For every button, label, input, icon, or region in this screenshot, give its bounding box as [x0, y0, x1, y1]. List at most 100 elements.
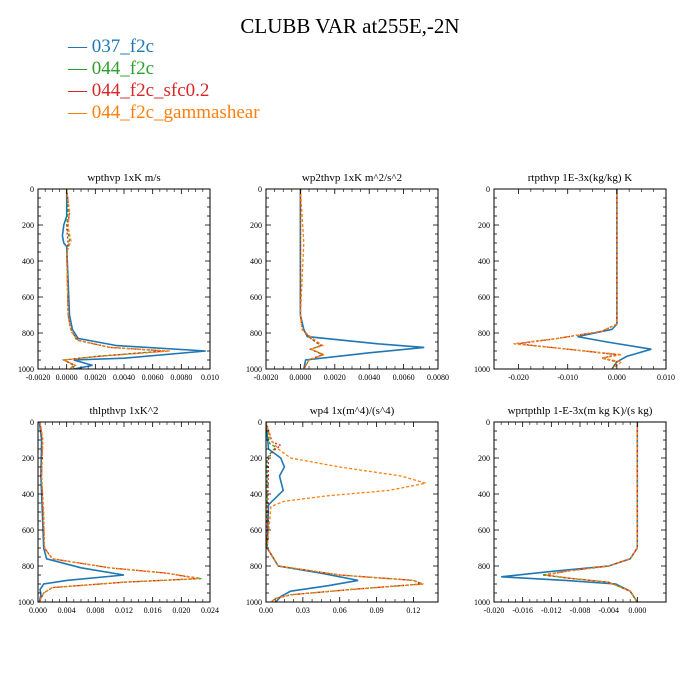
- legend-label: 044_f2c_gammashear: [91, 102, 260, 123]
- y-tick-label: 800: [478, 562, 490, 571]
- y-tick-label: 200: [250, 221, 262, 230]
- y-tick-label: 400: [250, 257, 262, 266]
- y-tick-label: 200: [22, 221, 34, 230]
- x-tick-label: -0.0020: [26, 373, 51, 382]
- series-line-044-f2c-gammashear: [299, 189, 327, 369]
- y-tick-label: 0: [30, 418, 34, 427]
- panel-title: thlpthvp 1xK^2: [89, 405, 158, 417]
- x-tick-label: -0.008: [570, 606, 591, 615]
- y-tick-label: 0: [486, 185, 490, 194]
- panel-title: wp4 1x(m^4)/(s^4): [310, 405, 395, 417]
- y-tick-label: 800: [22, 562, 34, 571]
- x-tick-label: 0.0040: [113, 373, 135, 382]
- y-tick-label: 1000: [18, 365, 34, 374]
- y-tick-label: 800: [22, 329, 34, 338]
- series-line-044-f2c-sfc0-2: [61, 189, 168, 369]
- x-tick-label: 0.0060: [142, 373, 164, 382]
- x-tick-label: 0.000: [608, 373, 626, 382]
- x-tick-label: 0.004: [58, 606, 76, 615]
- series-line-037-f2c: [61, 189, 206, 369]
- series-line-044-f2c: [541, 422, 638, 602]
- legend-item-044-f2c: — 044_f2c: [68, 58, 260, 80]
- x-tick-label: -0.016: [512, 606, 533, 615]
- series-line-037-f2c: [501, 422, 639, 602]
- y-tick-label: 200: [250, 454, 262, 463]
- x-tick-label: 0.06: [333, 606, 347, 615]
- y-tick-label: 200: [478, 454, 490, 463]
- x-tick-label: 0.03: [296, 606, 310, 615]
- y-tick-label: 600: [478, 526, 490, 535]
- y-tick-label: 200: [478, 221, 490, 230]
- x-tick-label: 0.010: [201, 373, 219, 382]
- x-tick-label: 0.016: [144, 606, 162, 615]
- y-tick-label: 600: [22, 293, 34, 302]
- y-tick-label: 1000: [18, 598, 34, 607]
- panel-2: wp2thvp 1xK m^2/s^2 0 200 400 600 800 1000-0.0…: [246, 172, 449, 382]
- x-tick-label: 0.00: [259, 606, 273, 615]
- series-line-044-f2c: [299, 189, 325, 369]
- plot-frame: [493, 188, 667, 370]
- x-tick-label: -0.010: [557, 373, 578, 382]
- y-tick-label: 0: [30, 185, 34, 194]
- series-line-044-f2c-gammashear: [513, 189, 624, 369]
- y-tick-label: 600: [22, 526, 34, 535]
- y-tick-label: 1000: [246, 365, 262, 374]
- x-tick-label: 0.000: [628, 606, 646, 615]
- y-tick-label: 0: [258, 418, 262, 427]
- y-tick-label: 400: [478, 490, 490, 499]
- y-tick-label: 600: [478, 293, 490, 302]
- y-tick-label: 0: [486, 418, 490, 427]
- series-line-044-f2c-sfc0-2: [266, 422, 424, 602]
- legend-item-044-f2c-sfc0.2: — 044_f2c_sfc0.2: [68, 80, 260, 102]
- y-tick-label: 1000: [474, 598, 490, 607]
- legend-label: 044_f2c: [91, 58, 155, 79]
- legend-swatch: —: [68, 36, 92, 57]
- legend: — 037_f2c — 044_f2c — 044_f2c_sfc0.2 — 0…: [68, 36, 260, 124]
- series-line-044-f2c-gammashear: [61, 189, 170, 369]
- series-line-037-f2c: [38, 422, 125, 602]
- x-tick-label: 0.0080: [427, 373, 449, 382]
- panel-1: wpthvp 1xK m/s 0 200 400 600 800 1000-0.0020 0.…: [18, 172, 219, 382]
- panel-6: wprtpthlp 1-E-3x(m kg K)/(s kg) 0 200 400 60…: [474, 405, 667, 615]
- x-tick-label: 0.000: [29, 606, 47, 615]
- legend-swatch: —: [68, 80, 92, 101]
- y-tick-label: 800: [478, 329, 490, 338]
- plot-frame: [265, 188, 439, 370]
- series-line-044-f2c-gammashear: [545, 422, 638, 602]
- y-tick-label: 600: [250, 293, 262, 302]
- y-tick-label: 0: [258, 185, 262, 194]
- y-tick-label: 1000: [474, 365, 490, 374]
- x-tick-label: -0.020: [484, 606, 505, 615]
- y-tick-label: 800: [250, 562, 262, 571]
- y-tick-label: 400: [250, 490, 262, 499]
- figure-title: CLUBB VAR at255E,-2N: [240, 14, 460, 38]
- series-line-037-f2c: [577, 189, 652, 369]
- x-tick-label: 0.09: [370, 606, 384, 615]
- y-tick-label: 400: [22, 257, 34, 266]
- x-tick-label: 0.020: [172, 606, 190, 615]
- x-tick-label: -0.0020: [254, 373, 279, 382]
- x-tick-label: 0.0060: [393, 373, 415, 382]
- y-tick-label: 800: [250, 329, 262, 338]
- series-line-044-f2c-sfc0-2: [299, 189, 325, 369]
- series-line-037-f2c: [299, 189, 425, 369]
- series-line-044-f2c: [266, 422, 424, 602]
- x-tick-label: 0.024: [201, 606, 219, 615]
- y-tick-label: 600: [250, 526, 262, 535]
- y-tick-label: 200: [22, 454, 34, 463]
- panel-3: rtpthvp 1E-3x(kg/kg) K 0 200 400 600 800 1000 -…: [474, 172, 675, 382]
- legend-label: 037_f2c: [91, 36, 155, 57]
- x-tick-label: -0.020: [508, 373, 529, 382]
- x-tick-label: 0.0040: [358, 373, 380, 382]
- panel-title: wprtpthlp 1-E-3x(m kg K)/(s kg): [508, 405, 653, 417]
- panel-title: wp2thvp 1xK m^2/s^2: [302, 172, 402, 184]
- legend-label: 044_f2c_sfc0.2: [91, 80, 210, 101]
- series-line-044-f2c-gammashear: [266, 422, 426, 602]
- y-tick-label: 400: [22, 490, 34, 499]
- panel-title: wpthvp 1xK m/s: [87, 172, 160, 184]
- series-line-044-f2c-sfc0-2: [545, 422, 638, 602]
- x-tick-label: 0.0080: [170, 373, 192, 382]
- x-tick-label: 0.0000: [289, 373, 311, 382]
